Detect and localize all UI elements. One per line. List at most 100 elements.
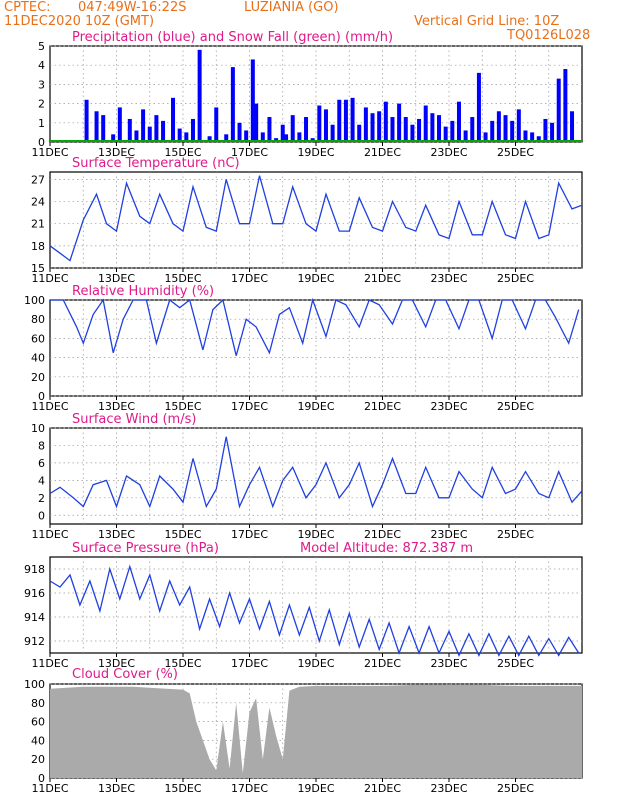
precip-bar (154, 115, 159, 142)
x-tick-label: 13DEC (98, 657, 135, 670)
y-tick-label: 15 (31, 262, 45, 275)
precip-bar (377, 111, 382, 142)
precip-bar (570, 111, 575, 142)
precip-bar (337, 99, 342, 142)
precip-bar (101, 115, 106, 142)
precip-bar (260, 132, 265, 142)
precip-bar (463, 130, 468, 142)
precip-bar (117, 107, 122, 142)
x-tick-label: 15DEC (164, 657, 201, 670)
x-tick-label: 11DEC (31, 782, 68, 795)
precip-bar (94, 111, 99, 142)
y-tick-label: 40 (31, 352, 45, 365)
x-tick-label: 23DEC (430, 657, 467, 670)
y-tick-label: 0 (38, 390, 45, 403)
precip-bar (84, 99, 89, 142)
precip-bar (207, 136, 212, 142)
precip-bar (161, 120, 166, 142)
x-tick-label: 13DEC (98, 146, 135, 159)
y-tick-label: 40 (31, 734, 45, 747)
precip-bar (483, 132, 488, 142)
precip-bar (254, 103, 259, 142)
precip-bar (317, 105, 322, 142)
series-line (49, 175, 583, 262)
header-coords: 047:49W-16:22S (78, 0, 187, 15)
x-tick-label: 19DEC (297, 528, 334, 541)
x-tick-label: 23DEC (430, 782, 467, 795)
precip-bar (516, 109, 521, 142)
y-tick-label: 4 (38, 474, 45, 487)
panel-title: Relative Humidity (%) (72, 284, 214, 299)
precip-bar (250, 59, 255, 142)
y-tick-label: 80 (31, 313, 45, 326)
precip-bar (267, 117, 272, 142)
y-tick-label: 0 (38, 509, 45, 522)
x-tick-label: 11DEC (31, 657, 68, 670)
panel-title: Surface Pressure (hPa) (72, 541, 219, 556)
x-tick-label: 15DEC (164, 146, 201, 159)
panel-title: Cloud Cover (%) (72, 667, 178, 682)
series-line (49, 436, 583, 509)
x-tick-label: 21DEC (364, 272, 401, 285)
x-tick-label: 13DEC (98, 782, 135, 795)
x-tick-label: 15DEC (164, 528, 201, 541)
x-tick-label: 17DEC (231, 782, 268, 795)
precip-bar (543, 118, 548, 142)
y-tick-label: 8 (38, 439, 45, 452)
precip-bar (171, 97, 176, 142)
precip-bar (290, 115, 295, 142)
x-tick-label: 21DEC (364, 400, 401, 413)
y-tick-label: 2 (38, 492, 45, 505)
header-source: CPTEC: (4, 0, 51, 15)
x-tick-label: 25DEC (497, 782, 534, 795)
cloud-cover-area (50, 684, 582, 778)
x-tick-label: 11DEC (31, 528, 68, 541)
y-tick-label: 4 (38, 59, 45, 72)
x-tick-label: 25DEC (497, 400, 534, 413)
precip-bar (490, 120, 495, 142)
x-tick-label: 17DEC (231, 400, 268, 413)
x-tick-label: 23DEC (430, 272, 467, 285)
x-tick-label: 17DEC (231, 146, 268, 159)
series-line (50, 297, 580, 356)
x-tick-label: 19DEC (297, 146, 334, 159)
precip-bar (190, 118, 195, 142)
precip-bar (503, 115, 508, 142)
y-tick-label: 2 (38, 98, 45, 111)
x-tick-label: 23DEC (430, 146, 467, 159)
y-tick-label: 3 (38, 78, 45, 91)
y-tick-label: 10 (31, 422, 45, 435)
y-tick-label: 0 (38, 772, 45, 785)
precip-bar (134, 130, 139, 142)
precip-bar (357, 124, 362, 142)
precip-bar (197, 49, 202, 143)
x-tick-label: 19DEC (297, 657, 334, 670)
x-tick-label: 25DEC (497, 657, 534, 670)
precip-bar (410, 124, 415, 142)
x-tick-label: 23DEC (430, 528, 467, 541)
precip-bar (141, 109, 146, 142)
precip-bar (297, 132, 302, 142)
precip-bar (437, 115, 442, 142)
precip-bar (147, 126, 152, 142)
x-tick-label: 13DEC (98, 528, 135, 541)
x-tick-label: 23DEC (430, 400, 467, 413)
precip-bar (284, 134, 289, 142)
precip-bar (230, 67, 235, 142)
precip-bar (363, 107, 368, 142)
precip-bar (536, 136, 541, 142)
precip-bar (423, 105, 428, 142)
y-tick-label: 24 (31, 196, 45, 209)
x-tick-label: 11DEC (31, 400, 68, 413)
precip-bar (224, 134, 229, 142)
precip-bar (390, 117, 395, 142)
x-tick-label: 11DEC (31, 146, 68, 159)
x-tick-label: 17DEC (231, 272, 268, 285)
x-tick-label: 21DEC (364, 657, 401, 670)
precip-bar (550, 122, 555, 142)
y-tick-label: 5 (38, 40, 45, 53)
panel-title: Precipitation (blue) and Snow Fall (gree… (72, 30, 393, 45)
precip-bar (323, 109, 328, 142)
precip-bar (476, 72, 481, 142)
header-model: TQ0126L028 (507, 28, 591, 43)
